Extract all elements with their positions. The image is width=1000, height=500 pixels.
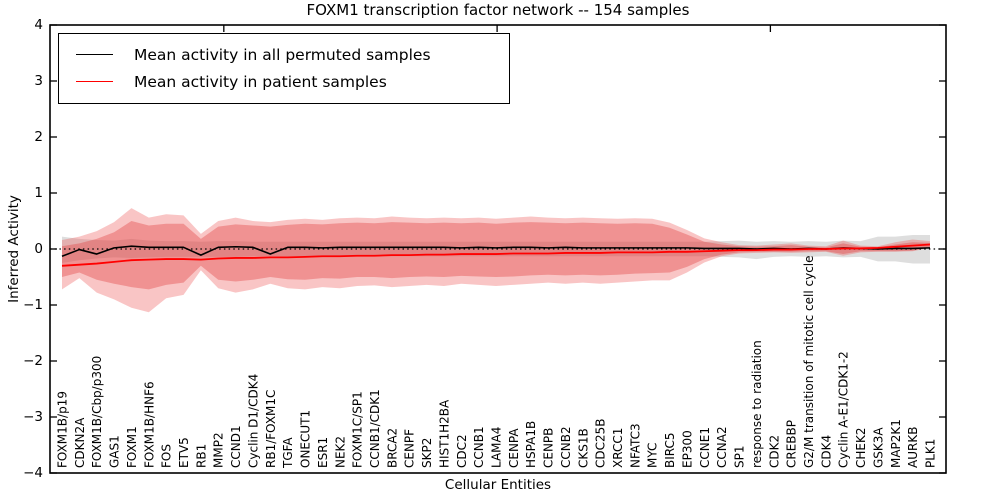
x-tick-label: ETV5 — [177, 437, 191, 468]
y-axis-label: Inferred Activity — [6, 195, 22, 303]
y-tick-label: −3 — [23, 409, 43, 425]
x-tick-label: AURKB — [906, 427, 920, 468]
x-tick-label: TGFA — [281, 437, 295, 469]
x-tick-label: FOXM1B/HNF6 — [142, 381, 156, 468]
x-tick-label: Cyclin A-E1/CDK1-2 — [837, 351, 851, 468]
x-tick-label: FOXM1 — [125, 426, 139, 468]
x-tick-label: CCNA2 — [715, 426, 729, 468]
patient-samples-std-band-outer — [62, 208, 930, 313]
x-tick-label: SP1 — [733, 446, 747, 469]
x-tick-label: EP300 — [680, 430, 694, 468]
x-tick-label: CENPB — [542, 428, 556, 468]
x-tick-label: FOS — [160, 444, 174, 468]
patient-line-swatch-icon — [76, 81, 113, 82]
x-tick-label: CDC2 — [455, 434, 469, 468]
x-tick-label: HSPA1B — [524, 421, 538, 468]
legend-label-permuted: Mean activity in all permuted samples — [134, 45, 431, 64]
x-tick-label: MYC — [646, 443, 660, 468]
x-tick-label: MAP2K1 — [889, 419, 903, 468]
y-tick-label: 3 — [34, 73, 43, 89]
y-tick-label: 2 — [34, 129, 43, 145]
permuted-line-swatch-icon — [76, 54, 113, 55]
x-tick-label: CCNB2 — [559, 426, 573, 468]
legend-item-patient: Mean activity in patient samples — [59, 68, 509, 95]
x-tick-label: LAMA4 — [490, 427, 504, 468]
permuted-samples-std-band — [62, 235, 930, 264]
legend-label-patient: Mean activity in patient samples — [134, 72, 387, 91]
y-tick-label: −1 — [23, 297, 43, 313]
x-tick-label: NFATC3 — [628, 423, 642, 468]
x-tick-label: HIST1H2BA — [437, 399, 451, 468]
x-tick-label: ESR1 — [316, 437, 330, 468]
x-tick-label: CDC25B — [594, 419, 608, 469]
x-tick-label: NEK2 — [333, 436, 347, 468]
x-tick-label: MMP2 — [212, 432, 226, 468]
legend: Mean activity in all permuted samples Me… — [58, 33, 510, 104]
x-tick-label: RB1/FOXM1C — [264, 390, 278, 468]
x-tick-label: XRCC1 — [611, 428, 625, 468]
chart-title: FOXM1 transcription factor network -- 15… — [306, 1, 690, 19]
x-tick-label: GSK3A — [871, 427, 885, 468]
x-tick-label: CCNE1 — [698, 427, 712, 468]
x-tick-label: ONECUT1 — [299, 410, 313, 468]
x-tick-label: RB1 — [194, 444, 208, 468]
x-tick-label: BRCA2 — [385, 428, 399, 468]
x-tick-label: CREBBP — [785, 420, 799, 468]
x-tick-label: BIRC5 — [663, 432, 677, 468]
x-tick-label: CCNB1 — [472, 426, 486, 468]
x-tick-label: SKP2 — [420, 438, 434, 468]
x-tick-label: G2/M transition of mitotic cell cycle — [802, 255, 816, 468]
x-tick-label: CCND1 — [229, 425, 243, 468]
x-tick-label: CDK4 — [819, 435, 833, 468]
x-tick-label: Cyclin D1/CDK4 — [246, 374, 260, 468]
patient-samples-std-band-inner — [62, 221, 930, 290]
x-axis-label: Cellular Entities — [444, 477, 552, 493]
y-tick-label: 0 — [34, 241, 43, 257]
y-tick-label: −4 — [23, 465, 43, 481]
x-tick-label: response to radiation — [750, 340, 764, 468]
y-tick-label: 4 — [34, 17, 43, 33]
x-tick-label: CKS1B — [576, 428, 590, 468]
x-tick-label: CDK2 — [767, 435, 781, 468]
x-tick-label: FOXM1C/SP1 — [351, 391, 365, 468]
x-tick-label: GAS1 — [108, 435, 122, 468]
x-tick-label: CDKN2A — [73, 417, 87, 468]
y-tick-label: −2 — [23, 353, 43, 369]
x-tick-label: CENPA — [507, 428, 521, 468]
patient-mean-line — [61, 243, 931, 267]
x-tick-label: PLK1 — [924, 439, 938, 468]
x-tick-label: CHEK2 — [854, 428, 868, 469]
y-tick-label: 1 — [34, 185, 43, 201]
x-tick-label: FOXM1B/Cbp/p300 — [90, 356, 104, 468]
legend-item-permuted: Mean activity in all permuted samples — [59, 41, 509, 68]
x-tick-label: CENPF — [403, 429, 417, 468]
x-tick-label: FOXM1B/p19 — [56, 391, 70, 468]
x-tick-label: CCNB1/CDK1 — [368, 389, 382, 468]
